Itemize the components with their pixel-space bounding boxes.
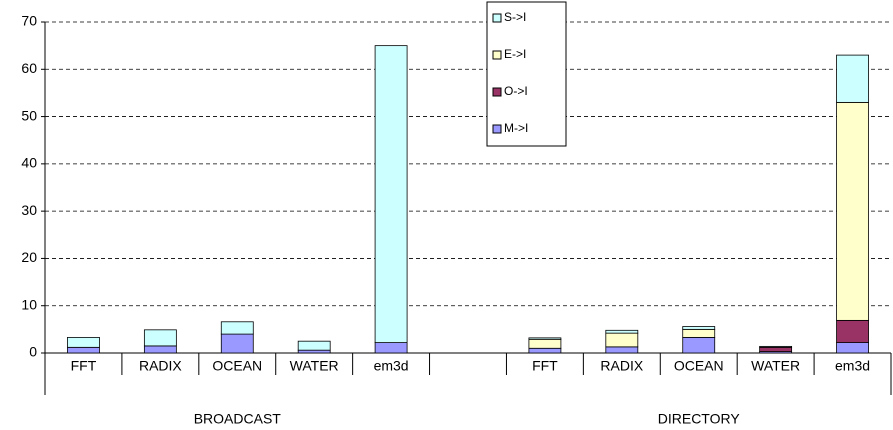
legend-label: S->I [504,10,526,24]
legend-box [486,1,567,147]
bar-segment [528,338,562,349]
x-tick-label: WATER [751,358,800,374]
bar-segment [836,54,869,103]
legend-swatch [492,124,502,134]
legend-label: O->I [504,84,528,98]
y-tick-label: 60 [21,60,37,76]
bar-segment [682,328,716,338]
x-tick-label: OCEAN [674,358,724,374]
bar-segment [374,342,408,354]
bar-segment [836,319,869,343]
bar-segment [374,45,408,343]
x-tick-label: FFT [71,358,97,374]
bar-segment [836,101,869,321]
bar-segment [297,340,331,351]
bar-segment [143,345,177,354]
bar-segment [682,326,716,330]
bar-segment [605,329,639,334]
bar-segment [528,347,562,354]
x-tick-label: OCEAN [212,358,262,374]
y-tick-label: 70 [21,13,37,29]
bar-segment [220,333,254,354]
bar-segment [67,336,100,348]
y-tick-label: 0 [29,344,37,360]
x-tick-label: WATER [290,358,339,374]
y-tick-label: 20 [21,249,37,265]
bar-segment [759,345,793,348]
bar-segment [836,342,869,354]
x-tick-label: em3d [374,358,409,374]
x-tick-label: RADIX [139,358,182,374]
y-tick-label: 30 [21,202,37,218]
legend-swatch [492,87,502,97]
legend-swatch [492,13,502,23]
legend-label: M->I [504,121,528,135]
bar-segment [297,349,331,354]
y-tick-label: 40 [21,155,37,171]
bar-segment [220,321,254,335]
x-tick-label: em3d [835,358,870,374]
bar-segment [528,337,562,340]
group-label: BROADCAST [194,411,282,427]
bar-segment [67,346,100,354]
x-tick-label: RADIX [600,358,643,374]
group-label: DIRECTORY [658,411,741,427]
y-tick-label: 50 [21,107,37,123]
bar-segment [605,332,639,348]
bar-segment [605,346,639,354]
y-tick-label: 10 [21,296,37,312]
legend-swatch [492,50,502,60]
bar-segment [759,346,793,352]
x-tick-label: FFT [532,358,558,374]
bar-segment [143,329,177,347]
bar-segment [682,336,716,354]
legend-label: E->I [504,47,526,61]
